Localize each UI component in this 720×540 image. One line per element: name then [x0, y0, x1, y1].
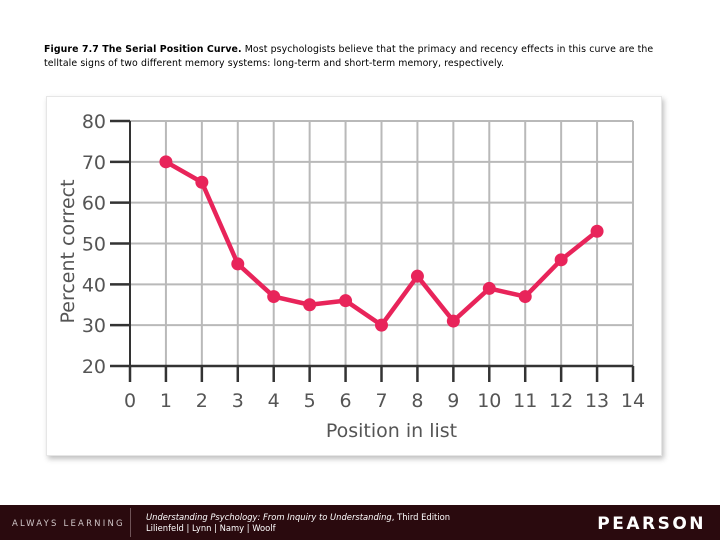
data-point	[410, 269, 424, 283]
x-tick-label: 4	[268, 390, 280, 412]
x-tick-label: 8	[411, 390, 423, 412]
figure-caption: Figure 7.7 The Serial Position Curve. Mo…	[44, 43, 684, 71]
x-tick-label: 5	[304, 390, 316, 412]
x-tick-label: 3	[232, 390, 244, 412]
figure-label: Figure 7.7 The Serial Position Curve.	[44, 44, 242, 55]
x-tick-label: 14	[621, 390, 645, 412]
y-tick-label: 40	[82, 274, 106, 296]
y-axis-label: Percent correct	[57, 179, 79, 323]
x-tick-label: 2	[196, 390, 208, 412]
x-tick-label: 1	[160, 390, 172, 412]
x-tick-label: 7	[375, 390, 387, 412]
y-tick-label: 60	[82, 193, 106, 215]
y-tick-label: 50	[82, 234, 106, 256]
x-tick-label: 0	[124, 390, 136, 412]
data-point	[195, 175, 209, 189]
book-edition: , Third Edition	[391, 512, 451, 522]
y-tick-label: 80	[82, 111, 106, 133]
data-point	[267, 290, 281, 304]
chart-card: 80 70 60 50 40 30 20 0 1 2 3 4 5 6 7 8 9 10 11 12 13 14 Posit…	[46, 96, 662, 456]
data-point	[482, 281, 496, 295]
book-title: Understanding Psychology: From Inquiry t…	[146, 512, 392, 522]
y-tick-label: 70	[82, 152, 106, 174]
data-point	[518, 290, 532, 304]
caption-text: Most psychologists believe that the prim…	[44, 44, 654, 69]
x-axis-label: Position in list	[326, 420, 457, 442]
pearson-logo: PEARSON	[597, 514, 706, 534]
x-tick-label: 10	[477, 390, 501, 412]
data-point	[446, 314, 460, 328]
x-tick-label: 9	[447, 390, 459, 412]
x-tick-label: 13	[585, 390, 609, 412]
footer-divider	[130, 508, 131, 537]
data-point	[339, 294, 353, 308]
x-tick-label: 12	[549, 390, 573, 412]
data-point	[554, 253, 568, 267]
data-point	[375, 318, 388, 332]
data-point	[303, 298, 317, 312]
footer-bar: ALWAYS LEARNING Understanding Psychology…	[0, 505, 720, 540]
data-point	[231, 257, 245, 271]
y-tick-label: 30	[82, 315, 106, 337]
x-tick-label: 6	[340, 390, 352, 412]
data-point	[590, 224, 604, 238]
data-point	[159, 155, 173, 169]
book-info: Understanding Psychology: From Inquiry t…	[146, 512, 450, 534]
footer-tagline: ALWAYS LEARNING	[12, 519, 125, 529]
x-tick-label: 11	[513, 390, 537, 412]
y-tick-label: 20	[82, 356, 106, 378]
book-authors: Lilienfeld | Lynn | Namy | Woolf	[146, 523, 276, 533]
